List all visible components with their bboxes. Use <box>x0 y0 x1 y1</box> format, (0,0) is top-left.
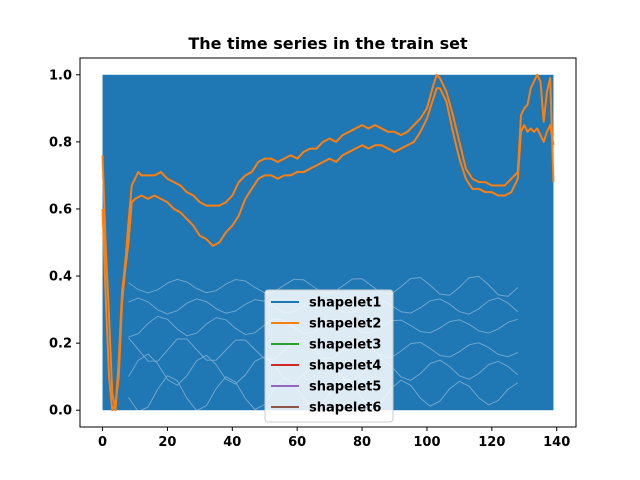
y-tick-label: 1.0 <box>49 68 72 83</box>
axes: 0 20 40 60 80 100 120 140 0.0 0.2 0.4 0.6 0.8 1.0 <box>49 57 577 450</box>
x-tick-label: 80 <box>353 435 371 450</box>
x-tick-label: 40 <box>223 435 241 450</box>
x-tick-label: 140 <box>543 435 570 450</box>
legend-label-shapelet6: shapelet6 <box>309 401 381 416</box>
y-tick-label: 0.2 <box>49 337 72 352</box>
legend-label-shapelet3: shapelet3 <box>309 338 381 353</box>
legend: shapelet1 shapelet2 shapelet3 shapelet4 shap… <box>264 289 394 423</box>
x-tick-label: 0 <box>98 435 107 450</box>
axes-spines <box>79 57 577 428</box>
series-line-1 <box>101 73 555 412</box>
legend-label-shapelet5: shapelet5 <box>309 380 381 395</box>
y-tick-label: 0.0 <box>49 404 72 419</box>
legend-label-shapelet4: shapelet4 <box>309 359 381 374</box>
shapelet-series-layer <box>101 73 555 412</box>
x-tick-label: 60 <box>288 435 306 450</box>
x-tick-label: 120 <box>478 435 505 450</box>
chart-title: The time series in the train set <box>188 34 468 53</box>
legend-label-shapelet2: shapelet2 <box>309 317 381 332</box>
x-tick-label: 20 <box>158 435 176 450</box>
y-tick-label: 0.4 <box>49 270 72 285</box>
y-tick-label: 0.8 <box>49 135 72 150</box>
series-line-2 <box>101 87 555 412</box>
x-tick-label: 100 <box>413 435 440 450</box>
y-tick-label: 0.6 <box>49 202 72 217</box>
legend-label-shapelet1: shapelet1 <box>309 296 381 311</box>
